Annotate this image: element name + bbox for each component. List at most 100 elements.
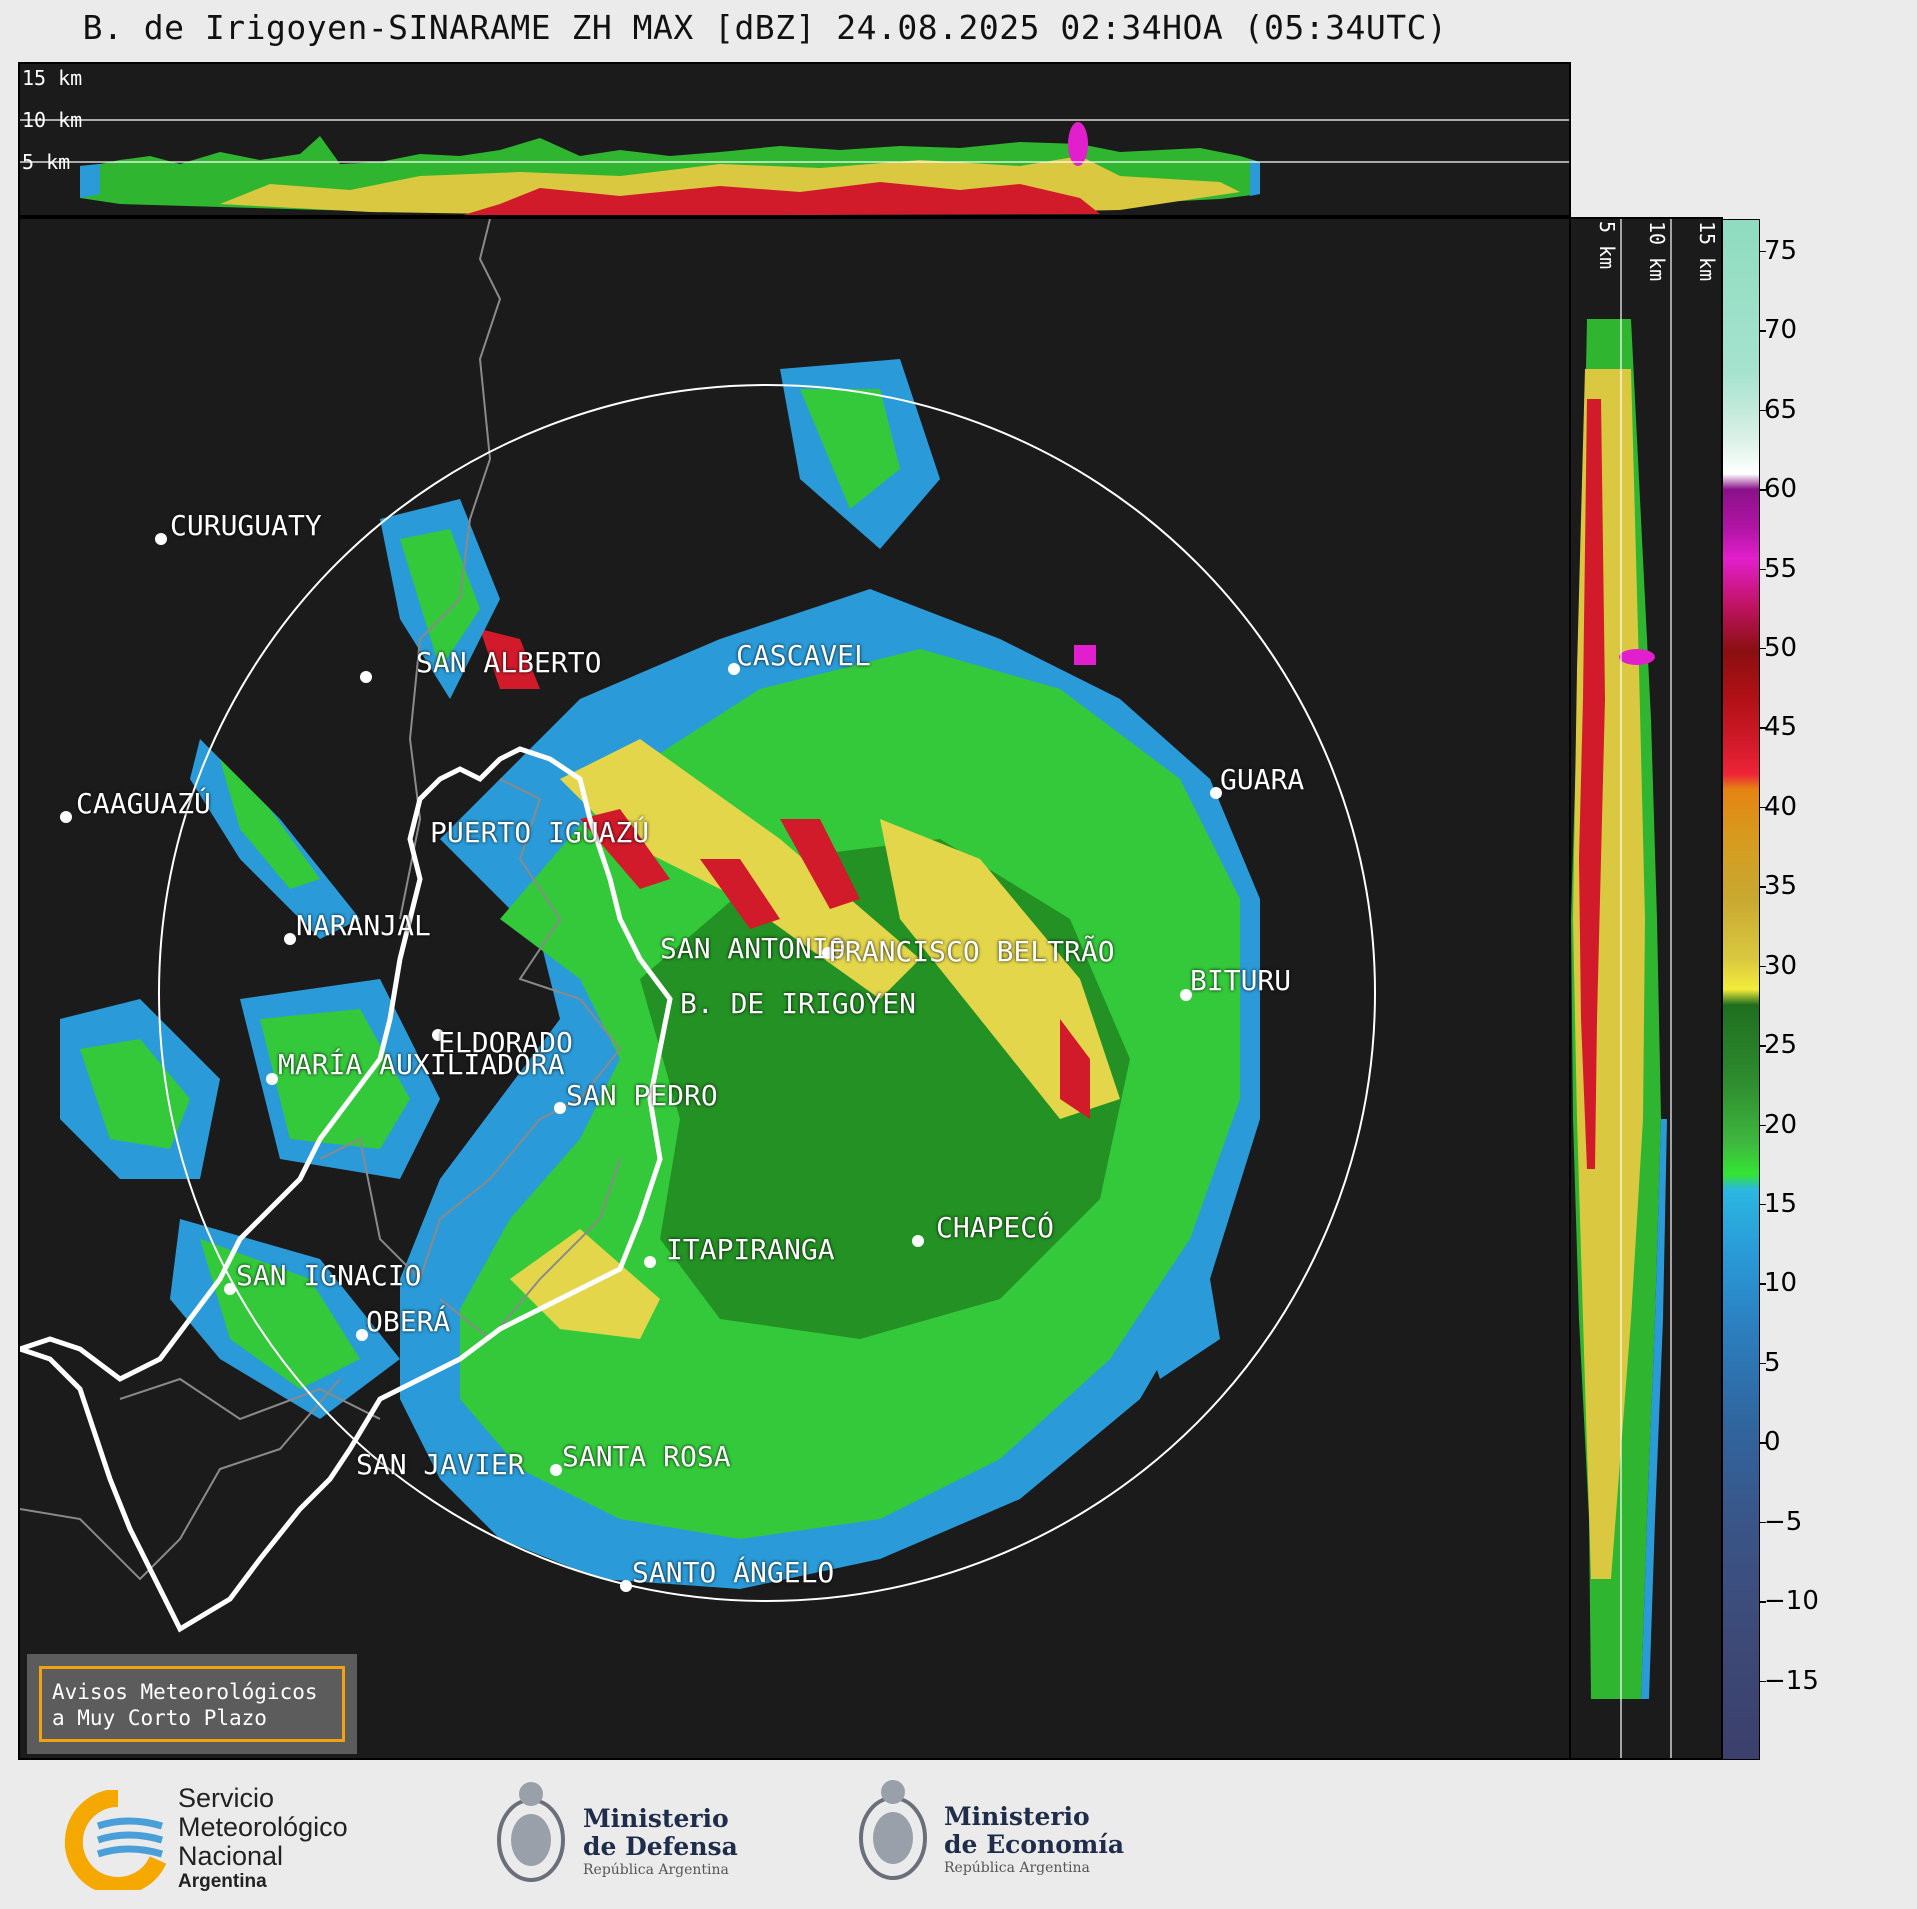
city-dot-san-pedro	[554, 1102, 566, 1114]
side-label-5km: 5 km	[1595, 221, 1619, 270]
city-dot-obera	[356, 1329, 368, 1341]
city-label-eldorado: ELDORADO	[438, 1026, 573, 1059]
city-dot-itapiranga	[644, 1256, 656, 1268]
city-label-san-ignacio: SAN IGNACIO	[236, 1259, 422, 1292]
province-lines	[20, 219, 622, 1581]
top-label-15km: 15 km	[22, 66, 83, 90]
defensa-line-2: de Defensa	[583, 1832, 738, 1861]
side-cross-section-plot	[1571, 219, 1672, 1758]
smn-line-3: Nacional	[178, 1841, 284, 1871]
city-dot-eldorado	[432, 1029, 444, 1041]
chart-title: B. de Irigoyen-SINARAME ZH MAX [dBZ] 24.…	[82, 8, 1448, 47]
city-label-caaguazu: CAAGUAZÚ	[76, 787, 211, 820]
city-label-san-javier: SAN JAVIER	[356, 1448, 525, 1481]
colorbar-tick-label: 15	[1758, 1188, 1798, 1219]
side-echo-blue-edge	[1641, 1119, 1667, 1699]
colorbar-tick-label: 50	[1758, 632, 1798, 663]
city-label-santa-rosa: SANTA ROSA	[562, 1440, 731, 1473]
echo-magenta-core	[1074, 645, 1096, 665]
side-echo-red	[1579, 399, 1605, 1169]
side-cross-section-panel: 5 km 10 km 15 km	[1569, 217, 1723, 1760]
smn-line-1: Servicio	[178, 1783, 275, 1813]
economia-seal-icon	[856, 1776, 930, 1892]
city-dot-bituru	[1180, 989, 1192, 1001]
echo-red-1	[580, 809, 670, 889]
radar-map-panel: CURUGUATY SAN ALBERTO CASCAVEL CAAGUAZÚ …	[18, 217, 1571, 1760]
city-dot-chapeco	[912, 1235, 924, 1247]
defensa-logo-text: Ministerio de Defensa República Argentin…	[583, 1805, 738, 1879]
smn-line-2: Meteorológico	[178, 1812, 348, 1842]
colorbar-tick-label: 55	[1758, 553, 1798, 584]
colorbar-tick-label: 60	[1758, 474, 1798, 505]
city-label-cascavel: CASCAVEL	[736, 639, 871, 672]
side-label-10km: 10 km	[1645, 221, 1669, 282]
smn-line-4: Argentina	[178, 1871, 267, 1892]
colorbar-tick-label: 40	[1758, 791, 1798, 822]
smn-logo	[58, 1788, 168, 1895]
city-label-san-alberto: SAN ALBERTO	[416, 646, 602, 679]
city-dot-san-alberto	[360, 671, 372, 683]
side-echo-magenta-core	[1619, 649, 1655, 665]
top-cross-section-panel: 15 km 10 km 5 km	[18, 62, 1571, 217]
top-cross-section-plot	[20, 119, 1569, 215]
colorbar	[1722, 219, 1760, 1760]
city-label-obera: OBERÁ	[366, 1305, 451, 1338]
city-label-curuguaty: CURUGUATY	[170, 509, 322, 542]
colorbar-tick-label: 0	[1759, 1427, 1781, 1458]
colorbar-tick-label: 10	[1758, 1268, 1798, 1299]
notice-line-2: a Muy Corto Plazo	[52, 1706, 267, 1730]
city-label-itapiranga: ITAPIRANGA	[666, 1233, 835, 1266]
economia-line-2: de Economía	[944, 1830, 1125, 1859]
city-label-bituru: BITURU	[1190, 964, 1292, 997]
colorbar-tick-label: 5	[1759, 1347, 1781, 1378]
economia-line-1: Ministerio	[944, 1802, 1090, 1831]
city-label-santo-angelo: SANTO ÁNGELO	[632, 1556, 835, 1589]
colorbar-tick-label: 35	[1758, 871, 1798, 902]
city-label-francisco-beltrao: FRANCISCO BELTRÃO	[828, 935, 1115, 968]
city-label-san-pedro: SAN PEDRO	[566, 1079, 718, 1112]
top-echo-magenta-core	[1068, 122, 1088, 166]
colorbar-tick-label: 70	[1758, 315, 1798, 346]
smn-logo-icon	[64, 1788, 167, 1895]
colorbar-tick-label: 25	[1758, 1030, 1798, 1061]
defensa-seal-icon	[494, 1778, 568, 1894]
colorbar-tick-label: 30	[1758, 950, 1798, 981]
city-dot-cascavel	[728, 663, 740, 675]
economia-line-3: República Argentina	[944, 1860, 1090, 1876]
echo-red-5	[1060, 1019, 1090, 1119]
city-dot-santo-angelo	[620, 1580, 632, 1592]
colorbar-tick-label: 20	[1758, 1109, 1798, 1140]
colorbar-tick-label: −10	[1759, 1586, 1819, 1617]
city-dot-san-ignacio	[224, 1283, 236, 1295]
echo-red-4	[480, 629, 540, 689]
defensa-line-1: Ministerio	[583, 1804, 729, 1833]
colorbar-tick-label: 45	[1758, 712, 1798, 743]
colorbar-tick-label: −15	[1759, 1665, 1819, 1696]
city-label-b-de-irigoyen: B. DE IRIGOYEN	[680, 987, 917, 1020]
colorbar-tick-label: −5	[1758, 1506, 1803, 1537]
city-label-puerto-iguazu: PUERTO IGUAZÚ	[430, 816, 650, 849]
city-label-maria-auxiliadora: MARÍA AUXILIADORA	[278, 1048, 565, 1081]
city-dot-naranjal	[284, 933, 296, 945]
colorbar-tick-label: 75	[1758, 235, 1798, 266]
echo-red-3	[780, 819, 860, 909]
economia-logo-text: Ministerio de Economía República Argenti…	[944, 1803, 1124, 1877]
reflectivity-field	[400, 589, 1260, 1589]
city-dot-maria-auxiliadora	[266, 1073, 278, 1085]
side-label-15km: 15 km	[1695, 221, 1719, 282]
notice-line-1: Avisos Meteorológicos	[52, 1680, 318, 1704]
radar-map	[20, 219, 1376, 1633]
top-label-5km: 5 km	[22, 150, 71, 174]
city-label-guara: GUARA	[1220, 763, 1305, 796]
notice-box[interactable]: Avisos Meteorológicos a Muy Corto Plazo	[39, 1666, 345, 1742]
colorbar-tick-label: 65	[1758, 394, 1798, 425]
range-ring	[158, 384, 1376, 1602]
city-dot-caaguazu	[60, 811, 72, 823]
city-dot-guara	[1210, 787, 1222, 799]
city-label-san-antonio: SAN ANTONIO	[660, 932, 846, 965]
smn-logo-text: Servicio Meteorológico Nacional Argentin…	[178, 1784, 348, 1893]
defensa-line-3: República Argentina	[583, 1862, 729, 1878]
border-line	[20, 746, 673, 1633]
notice-panel[interactable]: Avisos Meteorológicos a Muy Corto Plazo	[27, 1654, 357, 1754]
city-dot-curuguaty	[155, 533, 167, 545]
